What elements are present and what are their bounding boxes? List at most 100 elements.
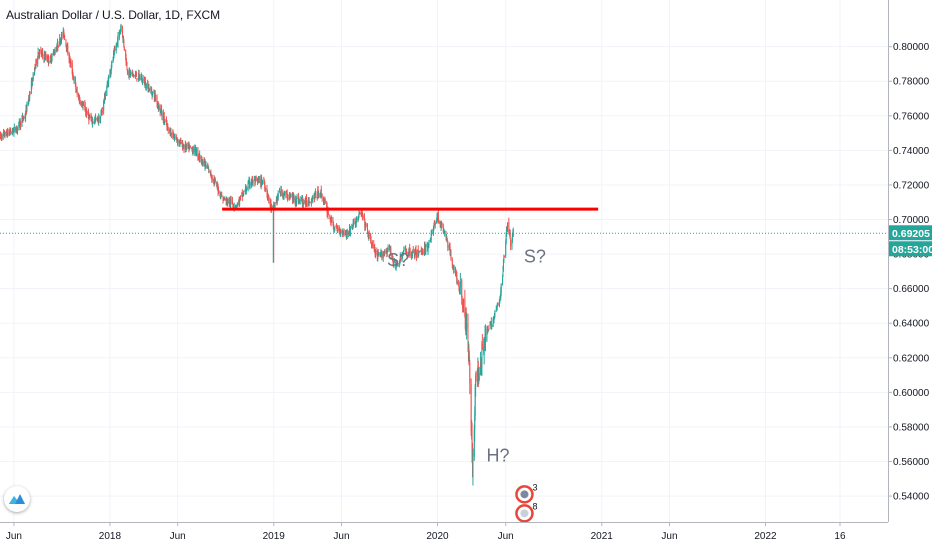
time-axis-panel[interactable] [0,523,888,550]
candle-up [495,309,497,311]
candle-up [403,250,405,252]
candle-up [202,162,204,166]
candle-up [433,225,435,229]
candle-up [139,76,141,79]
candle-up [473,429,475,457]
candle-down [340,231,342,233]
candle-up [505,234,507,244]
candle-up [132,72,134,74]
price-tick-label: 0.54000 [893,492,930,503]
candle-up [32,72,34,81]
candle-up [298,200,300,204]
candle-down [337,227,339,230]
candle-down [467,321,469,350]
candle-up [25,114,27,118]
candle-down [333,227,335,231]
candle-up [500,284,502,293]
candle-up [142,78,144,82]
candle-up [174,136,176,138]
price-tick-label: 0.78000 [893,77,930,88]
price-tick-label: 0.58000 [893,422,930,433]
candle-down [415,252,417,258]
candle-down [65,40,67,45]
candle-up [478,373,480,381]
candle-up [472,457,474,479]
candle-up [506,222,508,229]
candle-down [72,75,74,77]
candle-up [358,213,360,218]
price-tick-label: 0.66000 [893,284,930,295]
candle-down [388,246,390,250]
candle-up [60,35,62,42]
price-axis-panel[interactable] [888,0,932,550]
candle-up [333,230,335,232]
candle-up [431,231,433,233]
candle-down [197,149,199,157]
candle-down [169,129,171,136]
candle-up [56,46,58,50]
candle-down [363,215,365,219]
candle-down [461,279,463,299]
candle-up [444,231,446,233]
price-tick-label: 0.80000 [893,42,930,53]
candle-up [459,281,461,286]
candle-up [233,206,235,208]
candle-up [199,154,201,159]
time-tick-label: Jun [498,531,514,542]
candle-up [38,50,40,55]
candle-down [461,298,463,301]
candle-up [483,348,485,355]
candle-up [164,121,166,124]
candle-up [37,57,39,65]
candle-down [126,63,128,69]
candle-down [170,132,172,135]
candle-down [417,248,419,256]
price-tick-label: 0.72000 [893,180,930,191]
candle-up [466,323,468,329]
candle-up [305,198,307,204]
candle-down [57,41,59,47]
candle-up [356,218,358,220]
candle-up [273,206,275,208]
price-tick-label: 0.60000 [893,388,930,399]
candle-up [161,112,163,116]
candle-down [447,242,449,248]
candle-down [509,232,511,240]
current-price-label: 0.69205 [892,228,930,240]
candle-down [155,97,157,99]
candle-down [327,213,329,215]
candle-up [277,192,279,200]
candle-down [437,214,439,223]
candle-down [390,254,392,256]
candle-down [366,226,368,232]
candle-up [258,178,260,180]
candle-down [159,106,161,113]
time-tick-label: Jun [333,531,349,542]
candle-up [49,56,51,62]
candle-up [393,262,395,265]
candle-down [240,196,242,198]
candle-down [255,177,257,181]
candle-down [400,257,402,261]
candle-down [503,256,505,258]
candle-down [359,212,361,214]
candle-up [111,61,113,68]
candle-up [120,26,122,30]
candle-down [481,343,483,350]
tradingview-logo-icon[interactable] [4,486,30,512]
candle-down [392,257,394,263]
candle-up [382,253,384,259]
candle-down [469,366,471,384]
candle-up [384,251,386,254]
time-tick-label: 2020 [426,531,449,542]
candle-up [274,202,276,206]
candle-up [491,325,493,327]
candle-down [133,74,135,76]
pattern-annotation: S? [524,247,546,267]
candle-up [502,260,504,270]
candle-up [247,182,249,190]
candle-down [86,110,88,115]
candle-up [54,50,56,53]
